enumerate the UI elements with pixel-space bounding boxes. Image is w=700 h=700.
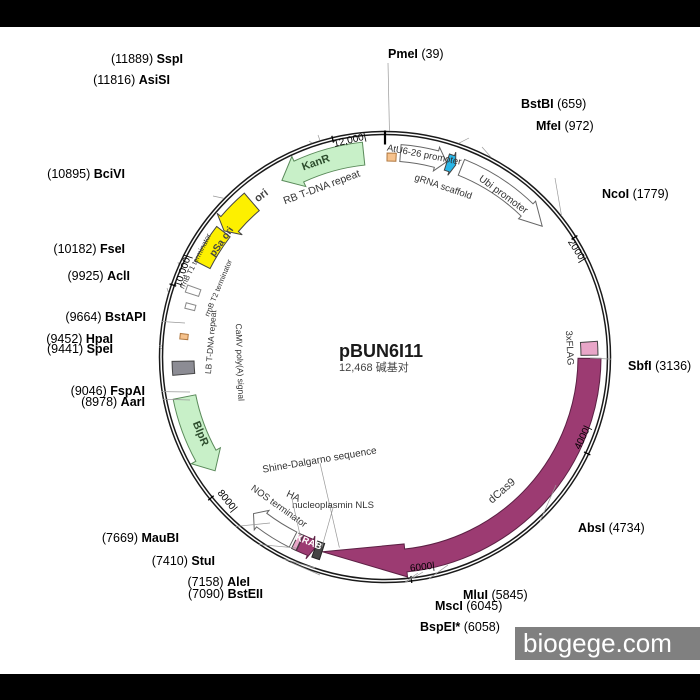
svg-text:(7090) BstEII: (7090) BstEII bbox=[188, 587, 263, 601]
svg-text:(7669) MauBI: (7669) MauBI bbox=[102, 531, 179, 545]
svg-text:(9925) AclI: (9925) AclI bbox=[67, 269, 130, 283]
svg-text:(7158) AleI: (7158) AleI bbox=[187, 575, 250, 589]
svg-text:MscI (6045): MscI (6045) bbox=[435, 599, 502, 613]
svg-text:(9452) HpaI: (9452) HpaI bbox=[46, 332, 113, 346]
svg-text:PmeI (39): PmeI (39) bbox=[388, 47, 444, 61]
svg-text:CaMV poly(A) signal: CaMV poly(A) signal bbox=[234, 323, 247, 401]
svg-text:ori: ori bbox=[252, 187, 270, 205]
svg-text:(7410) StuI: (7410) StuI bbox=[152, 554, 215, 568]
svg-text:BstBI (659): BstBI (659) bbox=[521, 97, 586, 111]
svg-text:SbfI (3136): SbfI (3136) bbox=[628, 359, 691, 373]
svg-text:AbsI (4734): AbsI (4734) bbox=[578, 521, 645, 535]
svg-text:12,468 碱基对: 12,468 碱基对 bbox=[339, 360, 409, 374]
svg-text:(9664) BstAPI: (9664) BstAPI bbox=[65, 310, 146, 324]
svg-text:pBUN6I11: pBUN6I11 bbox=[339, 341, 423, 361]
svg-text:BspEI* (6058): BspEI* (6058) bbox=[420, 620, 500, 634]
svg-text:nucleoplasmin NLS: nucleoplasmin NLS bbox=[292, 500, 374, 511]
svg-text:NcoI (1779): NcoI (1779) bbox=[602, 187, 669, 201]
svg-text:(11816) AsiSI: (11816) AsiSI bbox=[93, 73, 170, 87]
svg-text:8000|: 8000| bbox=[215, 488, 239, 514]
svg-text:Shine-Dalgarno sequence: Shine-Dalgarno sequence bbox=[262, 445, 378, 475]
svg-text:(9046) FspAI: (9046) FspAI bbox=[71, 384, 145, 398]
svg-text:MfeI (972): MfeI (972) bbox=[536, 119, 594, 133]
svg-text:(11889) SspI: (11889) SspI bbox=[111, 52, 183, 66]
svg-text:(10182) FseI: (10182) FseI bbox=[53, 242, 125, 256]
svg-text:3xFLAG: 3xFLAG bbox=[563, 330, 576, 365]
svg-text:LB T-DNA repeat: LB T-DNA repeat bbox=[203, 309, 218, 374]
svg-text:(10895) BciVI: (10895) BciVI bbox=[47, 167, 125, 181]
